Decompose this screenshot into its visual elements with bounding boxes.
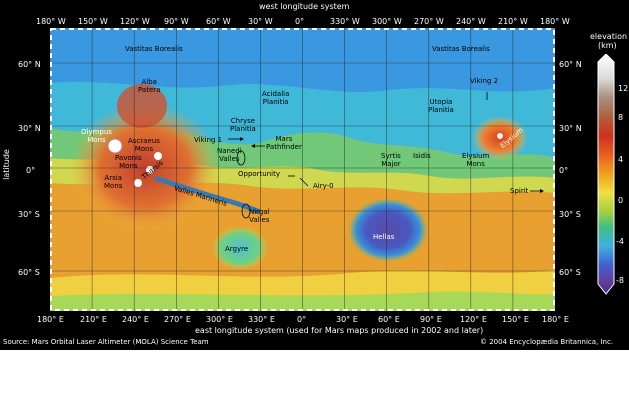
top-tick: 180° W [540,17,570,26]
bottom-tick: 30° E [336,315,358,324]
left-lat-tick: 0° [26,166,36,175]
legend-tick: -8 [616,276,624,285]
top-tick: 210° W [498,17,528,26]
right-lat-tick: 30° N [559,124,582,133]
top-tick: 300° W [372,17,402,26]
feature-label: Spirit [510,187,529,195]
feature-label: Ascraeus Mons [128,137,160,153]
bottom-tick: 0° [297,315,307,324]
top-tick: 0° [295,17,305,26]
feature-label: Argyre [225,245,249,253]
copyright: © 2004 Encyclopædia Britannica, Inc. [480,338,614,346]
feature-label: Airy-0 [313,182,334,190]
legend-tick: -4 [616,237,624,246]
feature-label: Acidalia Planitia [262,90,290,106]
right-lat-tick: 0° [559,166,569,175]
bottom-tick: 180° E [37,315,64,324]
feature-label: Nirgal Valles [249,208,270,224]
top-tick: 270° W [414,17,444,26]
feature-label: Alba Patera [138,78,161,94]
bottom-tick: 240° E [122,315,149,324]
bottom-tick: 90° E [420,315,442,324]
legend-unit: (km) [598,41,617,50]
left-lat-tick: 30° S [18,210,40,219]
feature-label: Nanedi Valles [217,147,242,163]
legend-tick: 12 [618,84,629,93]
bottom-tick: 120° E [460,315,487,324]
left-lat-tick: 60° S [18,268,40,277]
right-lat-tick: 60° N [559,60,582,69]
right-lat-tick: 30° S [559,210,581,219]
top-tick: 30° W [248,17,273,26]
top-tick: 180° W [36,17,66,26]
left-lat-tick: 60° N [18,60,41,69]
feature-label: Viking 2 [470,77,499,85]
elevation-legend [597,54,615,295]
legend-title: elevation [590,32,628,41]
feature-label: Opportunity [238,170,281,178]
source-credit: Source: Mars Orbital Laser Altimeter (MO… [3,338,209,346]
top-tick: 90° W [164,17,189,26]
bottom-tick: 60° E [378,315,400,324]
top-axis-title: west longitude system [259,2,350,11]
top-tick: 150° W [78,17,108,26]
legend-tick: 0 [618,196,624,205]
top-tick: 60° W [206,17,231,26]
right-lat-tick: 60° S [559,268,581,277]
top-tick: 330° W [330,17,360,26]
bottom-tick: 270° E [164,315,191,324]
bottom-tick: 300° E [206,315,233,324]
feature-label: Vastitas Borealis [432,45,490,53]
left-lat-tick: 30° N [18,124,41,133]
bottom-tick: 210° E [80,315,107,324]
top-tick: 120° W [120,17,150,26]
feature-label: Pavonis Mons [115,154,142,170]
feature-label: Isidis [413,152,431,160]
feature-label: Arsia Mons [104,174,123,190]
bottom-axis-title: east longitude system (used for Mars map… [195,326,484,335]
top-tick: 240° W [456,17,486,26]
feature-label: Vastitas Borealis [125,45,183,53]
feature-label: Mars Pathfinder [266,135,302,151]
mars-elevation-map [50,28,555,311]
feature-label: Syrtis Major [381,152,401,168]
legend-tick: 4 [618,155,624,164]
left-axis-title: latitude [1,149,11,180]
feature-label: Viking 1 [194,136,223,144]
bottom-tick: 180° E [542,315,569,324]
legend-tick: 8 [618,113,624,122]
feature-label: Olympus Mons [81,128,112,144]
feature-label: Hellas [373,233,395,241]
feature-label: Elysium Mons [462,152,490,168]
bottom-tick: 330° E [248,315,275,324]
bottom-tick: 150° E [502,315,529,324]
feature-label: Chryse Planitia [230,117,256,133]
feature-label: Utopia Planitia [428,98,454,114]
